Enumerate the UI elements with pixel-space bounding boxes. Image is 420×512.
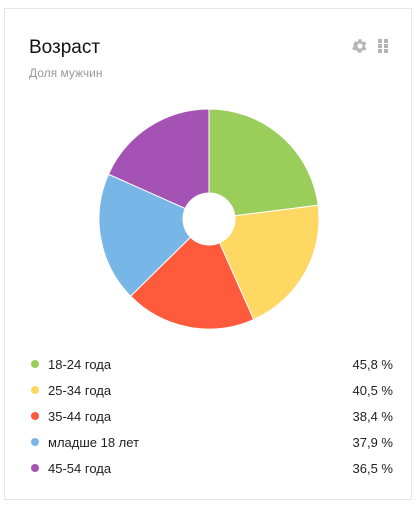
pie-slice[interactable] [129,236,255,329]
pie-slice[interactable] [107,109,210,210]
drag-handle-icon[interactable] [377,38,389,54]
legend-color-dot [31,386,39,394]
age-donut-chart [99,109,319,329]
legend-item[interactable]: 35-44 года 38,4 % [31,403,393,429]
legend-item[interactable]: младше 18 лет 37,9 % [31,429,393,455]
legend-label: 45-54 года [48,460,112,476]
legend-label: младше 18 лет [48,434,140,450]
legend-label: 25-34 года [48,382,112,398]
legend-label: 18-24 года [48,356,112,372]
widget-toolbar [351,37,389,55]
legend-color-dot [31,438,39,446]
pie-slice[interactable] [99,173,192,297]
legend-label: 35-44 года [48,408,112,424]
widget-title: Возраст [29,37,101,58]
pie-slice[interactable] [208,109,319,217]
legend-value: 38,4 % [352,408,393,424]
gear-icon[interactable] [351,37,369,55]
chart-legend: 18-24 года 45,8 % 25-34 года 40,5 % 35-44 го… [31,351,393,481]
legend-color-dot [31,360,39,368]
widget-subtitle: Доля мужчин [29,66,103,80]
legend-value: 36,5 % [352,460,393,476]
legend-value: 40,5 % [352,382,393,398]
legend-color-dot [31,412,39,420]
legend-item[interactable]: 45-54 года 36,5 % [31,455,393,481]
legend-item[interactable]: 18-24 года 45,8 % [31,351,393,377]
legend-value: 37,9 % [352,434,393,450]
pie-slice[interactable] [218,204,319,321]
legend-value: 45,8 % [352,356,393,372]
legend-item[interactable]: 25-34 года 40,5 % [31,377,393,403]
legend-color-dot [31,464,39,472]
age-widget: Возраст Доля мужчин 18-24 года 45,8 % 25-3… [4,8,412,500]
